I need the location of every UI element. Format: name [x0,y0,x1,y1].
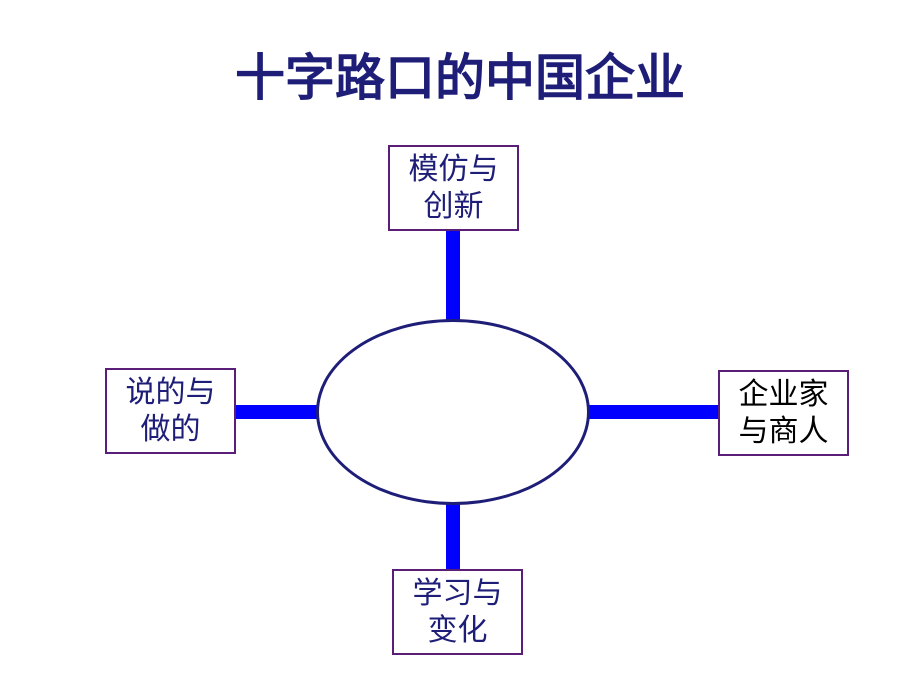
center-ellipse [316,319,590,505]
node-left: 说的与 做的 [105,368,236,454]
node-bottom-line1: 学习与 [413,575,503,613]
node-top: 模仿与 创新 [388,145,519,231]
connector-left [235,405,319,419]
node-bottom: 学习与 变化 [392,569,523,655]
diagram-title: 十字路口的中国企业 [0,38,920,110]
node-left-line1: 说的与 [126,374,216,412]
node-top-line1: 模仿与 [409,151,499,189]
node-left-line2: 做的 [141,411,201,449]
node-right-line1: 企业家 [739,376,829,414]
connector-top [446,230,460,322]
node-right-line2: 与商人 [739,413,829,451]
connector-bottom [446,502,460,572]
connector-right [587,405,721,419]
node-top-line2: 创新 [424,188,484,226]
node-right: 企业家 与商人 [718,370,849,456]
node-bottom-line2: 变化 [428,612,488,650]
